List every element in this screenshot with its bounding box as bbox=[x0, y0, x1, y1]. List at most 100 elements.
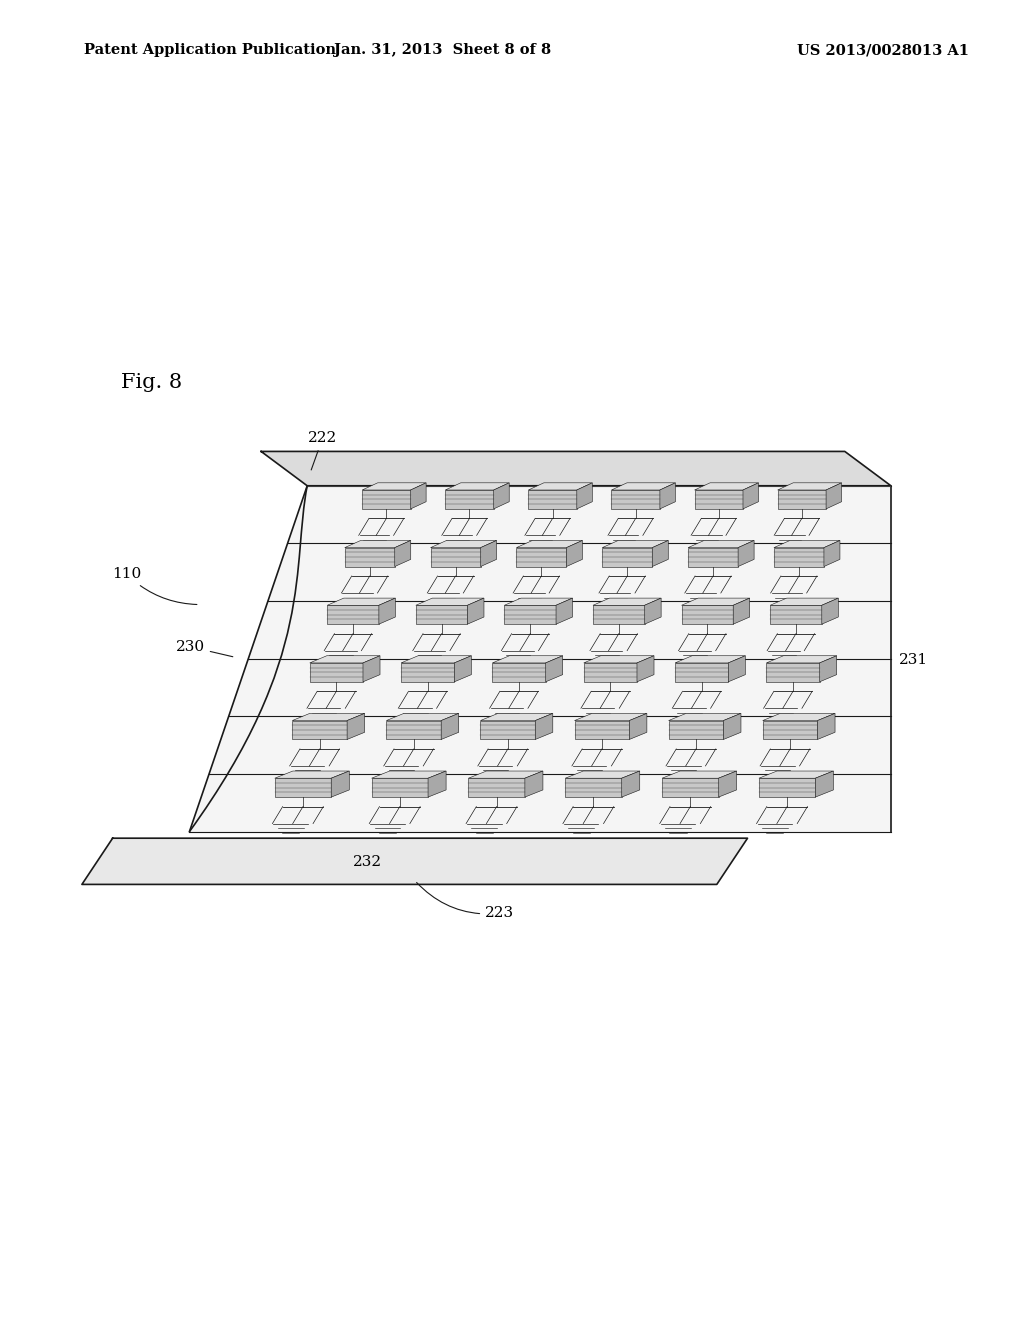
Polygon shape bbox=[516, 540, 583, 548]
Polygon shape bbox=[565, 771, 640, 779]
Polygon shape bbox=[274, 779, 331, 797]
Polygon shape bbox=[675, 656, 745, 663]
Polygon shape bbox=[669, 713, 741, 721]
Polygon shape bbox=[505, 598, 572, 606]
Polygon shape bbox=[386, 713, 459, 721]
Text: Fig. 8: Fig. 8 bbox=[121, 374, 182, 392]
Polygon shape bbox=[445, 490, 494, 510]
Polygon shape bbox=[505, 606, 556, 624]
Polygon shape bbox=[652, 540, 669, 566]
Polygon shape bbox=[468, 771, 543, 779]
Polygon shape bbox=[480, 540, 497, 566]
Polygon shape bbox=[574, 713, 647, 721]
Polygon shape bbox=[528, 490, 577, 510]
Text: Patent Application Publication: Patent Application Publication bbox=[84, 44, 336, 57]
Polygon shape bbox=[584, 656, 654, 663]
Polygon shape bbox=[675, 663, 728, 682]
Polygon shape bbox=[611, 483, 676, 490]
Polygon shape bbox=[688, 540, 754, 548]
Polygon shape bbox=[189, 486, 891, 832]
Polygon shape bbox=[493, 663, 546, 682]
Text: 222: 222 bbox=[308, 432, 337, 470]
Polygon shape bbox=[331, 771, 349, 797]
Polygon shape bbox=[441, 713, 459, 739]
Polygon shape bbox=[766, 663, 819, 682]
Polygon shape bbox=[645, 598, 662, 624]
Polygon shape bbox=[817, 713, 835, 739]
Polygon shape bbox=[528, 483, 592, 490]
Polygon shape bbox=[733, 598, 750, 624]
Polygon shape bbox=[630, 713, 647, 739]
Polygon shape bbox=[682, 606, 733, 624]
Polygon shape bbox=[411, 483, 426, 510]
Text: 223: 223 bbox=[417, 883, 514, 920]
Polygon shape bbox=[574, 721, 630, 739]
Polygon shape bbox=[577, 483, 592, 510]
Polygon shape bbox=[430, 548, 480, 566]
Polygon shape bbox=[546, 656, 562, 682]
Polygon shape bbox=[345, 548, 394, 566]
Polygon shape bbox=[445, 483, 509, 490]
Polygon shape bbox=[819, 656, 837, 682]
Polygon shape bbox=[428, 771, 446, 797]
Text: US 2013/0028013 A1: US 2013/0028013 A1 bbox=[797, 44, 969, 57]
Polygon shape bbox=[362, 490, 411, 510]
Polygon shape bbox=[82, 838, 748, 884]
Polygon shape bbox=[694, 490, 743, 510]
Polygon shape bbox=[777, 483, 842, 490]
Polygon shape bbox=[770, 606, 822, 624]
Polygon shape bbox=[394, 540, 411, 566]
Polygon shape bbox=[763, 713, 835, 721]
Polygon shape bbox=[494, 483, 509, 510]
Polygon shape bbox=[637, 656, 654, 682]
Polygon shape bbox=[292, 713, 365, 721]
Polygon shape bbox=[602, 548, 652, 566]
Text: 230: 230 bbox=[176, 640, 232, 657]
Text: Jan. 31, 2013  Sheet 8 of 8: Jan. 31, 2013 Sheet 8 of 8 bbox=[334, 44, 551, 57]
Polygon shape bbox=[659, 483, 676, 510]
Polygon shape bbox=[328, 598, 395, 606]
Polygon shape bbox=[430, 540, 497, 548]
Polygon shape bbox=[525, 771, 543, 797]
Polygon shape bbox=[622, 771, 640, 797]
Text: 232: 232 bbox=[353, 855, 382, 869]
Polygon shape bbox=[584, 663, 637, 682]
Polygon shape bbox=[611, 490, 659, 510]
Polygon shape bbox=[455, 656, 471, 682]
Polygon shape bbox=[362, 656, 380, 682]
Polygon shape bbox=[347, 713, 365, 739]
Polygon shape bbox=[386, 721, 441, 739]
Polygon shape bbox=[593, 606, 645, 624]
Polygon shape bbox=[416, 598, 484, 606]
Polygon shape bbox=[372, 779, 428, 797]
Polygon shape bbox=[274, 771, 349, 779]
Polygon shape bbox=[401, 656, 471, 663]
Polygon shape bbox=[815, 771, 834, 797]
Polygon shape bbox=[743, 483, 759, 510]
Polygon shape bbox=[556, 598, 572, 624]
Polygon shape bbox=[309, 663, 362, 682]
Polygon shape bbox=[379, 598, 395, 624]
Polygon shape bbox=[345, 540, 411, 548]
Polygon shape bbox=[372, 771, 446, 779]
Polygon shape bbox=[566, 540, 583, 566]
Polygon shape bbox=[759, 779, 815, 797]
Polygon shape bbox=[777, 490, 826, 510]
Polygon shape bbox=[309, 656, 380, 663]
Polygon shape bbox=[516, 548, 566, 566]
Polygon shape bbox=[763, 721, 817, 739]
Polygon shape bbox=[738, 540, 754, 566]
Polygon shape bbox=[292, 721, 347, 739]
Polygon shape bbox=[480, 721, 536, 739]
Polygon shape bbox=[663, 779, 719, 797]
Polygon shape bbox=[719, 771, 736, 797]
Polygon shape bbox=[468, 779, 525, 797]
Polygon shape bbox=[822, 598, 839, 624]
Polygon shape bbox=[774, 548, 824, 566]
Polygon shape bbox=[480, 713, 553, 721]
Polygon shape bbox=[766, 656, 837, 663]
Polygon shape bbox=[669, 721, 723, 739]
Polygon shape bbox=[416, 606, 467, 624]
Polygon shape bbox=[565, 779, 622, 797]
Polygon shape bbox=[770, 598, 839, 606]
